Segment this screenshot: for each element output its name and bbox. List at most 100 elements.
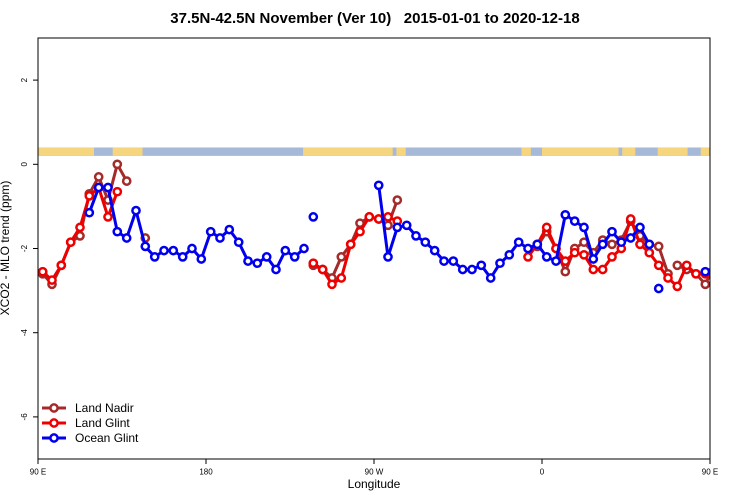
land-band [622, 147, 636, 156]
x-tick-label: 90 E [702, 468, 718, 477]
data-point [429, 245, 440, 256]
data-point [103, 182, 113, 193]
data-point [720, 239, 727, 246]
data-point [739, 209, 746, 216]
data-point [308, 258, 319, 269]
x-axis-label: Longitude [348, 477, 401, 491]
data-point [569, 216, 580, 226]
data-point [177, 252, 188, 262]
y-tick-label: -6 [20, 413, 29, 421]
data-point [65, 237, 76, 248]
y-axis: 2 0 -2 -4 -6 [20, 77, 38, 420]
data-point [243, 256, 253, 266]
data-point [560, 209, 571, 220]
data-point [625, 214, 636, 224]
data-point [495, 258, 505, 269]
data-point [653, 260, 664, 271]
data-point [439, 256, 449, 266]
data-point [187, 243, 197, 254]
data-point [607, 239, 617, 250]
data-point [224, 224, 235, 235]
data-point [271, 264, 281, 275]
data-point [261, 252, 272, 262]
data-point [345, 239, 356, 250]
data-point [607, 252, 617, 262]
legend-label: Ocean Glint [75, 431, 139, 445]
data-point [121, 176, 132, 186]
data-point [485, 273, 496, 283]
data-point [709, 264, 710, 267]
series-layer [38, 159, 750, 294]
data-point [597, 239, 608, 250]
land-band [112, 147, 143, 156]
data-point [653, 241, 664, 252]
data-point [523, 252, 533, 262]
series-line [743, 188, 750, 270]
data-point [700, 279, 710, 290]
data-point [730, 224, 737, 231]
data-point [252, 258, 263, 269]
data-point [730, 232, 737, 239]
data-point [47, 275, 57, 285]
data-point [691, 268, 701, 279]
legend-label: Land Nadir [75, 401, 134, 415]
data-point [476, 260, 487, 271]
data-point [131, 205, 141, 216]
data-point [93, 182, 104, 193]
land-ocean-strip [38, 147, 710, 156]
data-point [672, 260, 683, 271]
y-tick-label: -2 [20, 244, 29, 252]
land-band [521, 147, 531, 156]
data-point [112, 159, 123, 170]
land-band [657, 147, 688, 156]
data-point [560, 266, 571, 277]
data-point [336, 273, 347, 283]
data-point [149, 252, 160, 262]
data-point [103, 212, 113, 222]
data-point [607, 226, 617, 237]
x-tick-label: 0 [540, 468, 545, 477]
data-point [644, 239, 655, 250]
data-point [467, 264, 477, 275]
data-point [196, 254, 207, 264]
data-point [532, 239, 543, 250]
data-point [672, 281, 683, 292]
data-point [336, 252, 347, 262]
data-point [569, 247, 580, 258]
series-line [87, 186, 306, 271]
data-point [84, 207, 95, 218]
data-point [364, 212, 375, 222]
data-point [579, 249, 589, 260]
data-point [644, 247, 655, 258]
data-point [140, 241, 151, 252]
data-point [383, 252, 393, 262]
data-point [551, 256, 561, 266]
y-tick-label: 0 [20, 162, 29, 167]
data-point [168, 245, 179, 256]
land-band [396, 147, 406, 156]
data-point [411, 231, 421, 241]
data-point [121, 233, 132, 243]
data-point [289, 252, 300, 262]
data-point [233, 237, 244, 248]
data-point [653, 283, 664, 294]
data-point [317, 264, 328, 275]
data-point [739, 192, 746, 199]
data-point [112, 226, 123, 237]
data-point [739, 190, 746, 197]
data-point [700, 266, 710, 277]
series-line [41, 162, 129, 286]
x-axis: 90 E 180 90 W 0 90 E [30, 459, 718, 477]
plot-frame [37, 37, 711, 460]
data-point [355, 226, 365, 237]
land-band [38, 147, 94, 156]
data-point [663, 273, 673, 283]
data-point [383, 212, 393, 222]
y-tick-label: -4 [20, 329, 29, 337]
data-point [75, 222, 85, 233]
y-axis-label: XCO2 - MLO trend (ppm) [0, 181, 12, 316]
series-group [84, 180, 750, 294]
land-band [700, 147, 710, 156]
